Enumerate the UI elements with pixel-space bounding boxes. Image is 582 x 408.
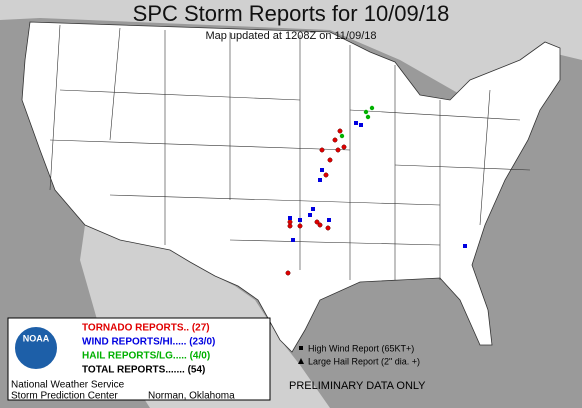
agency: National Weather Service <box>11 380 125 391</box>
large-hail-symbol <box>298 358 304 364</box>
reports <box>285 105 467 276</box>
legend-hail: HAIL REPORTS/LG..... (4/0) <box>82 351 210 362</box>
legend-wind: WIND REPORTS/HI..... (23/0) <box>82 337 215 348</box>
subtitle: Map updated at 1208Z on 11/09/18 <box>205 30 376 42</box>
noaa-logo <box>13 325 59 371</box>
title: SPC Storm Reports for 10/09/18 <box>133 1 450 26</box>
legend-tornado: TORNADO REPORTS.. (27) <box>82 323 210 334</box>
location: Norman, Oklahoma <box>148 391 235 402</box>
center: Storm Prediction Center <box>11 391 118 402</box>
wind-markers <box>288 121 467 248</box>
tornado-markers <box>285 128 347 276</box>
high-wind-symbol <box>299 346 303 350</box>
high-wind-label: High Wind Report (65KT+) <box>308 343 414 353</box>
hail-markers <box>339 105 375 139</box>
usa-land <box>21 21 561 353</box>
state-lines <box>49 24 531 280</box>
large-hail-label: Large Hail Report (2" dia. +) <box>308 356 420 366</box>
logo-text: NOAA <box>23 333 50 343</box>
canada <box>0 0 582 100</box>
legend-total: TOTAL REPORTS....... (54) <box>82 365 205 376</box>
preliminary: PRELIMINARY DATA ONLY <box>289 380 426 392</box>
